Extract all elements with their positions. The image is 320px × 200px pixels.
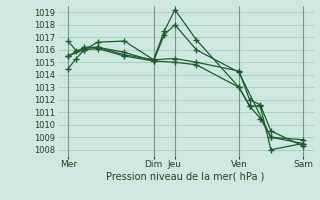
X-axis label: Pression niveau de la mer( hPa ): Pression niveau de la mer( hPa ) bbox=[107, 172, 265, 182]
